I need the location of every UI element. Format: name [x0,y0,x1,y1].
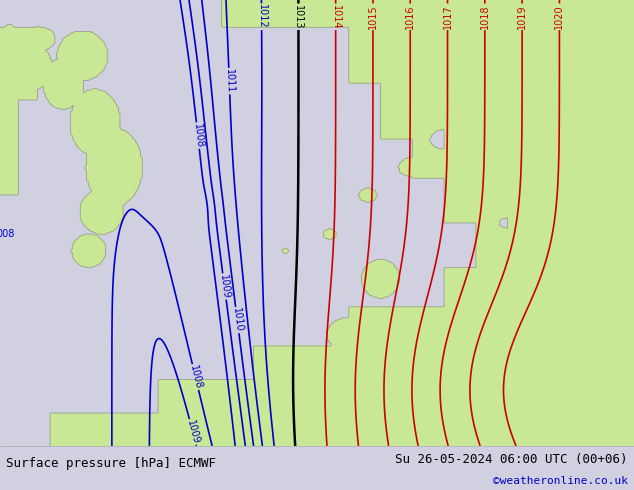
Text: 1009: 1009 [218,274,231,299]
Text: 1014: 1014 [331,4,340,29]
Text: Su 26-05-2024 06:00 UTC (00+06): Su 26-05-2024 06:00 UTC (00+06) [395,453,628,466]
Text: 1011: 1011 [224,69,235,94]
Text: 1018: 1018 [480,4,490,29]
Text: 1013: 1013 [294,4,304,29]
Text: 1019: 1019 [517,4,527,29]
Text: 1010: 1010 [231,307,243,333]
Text: 008: 008 [0,229,15,239]
Text: ©weatheronline.co.uk: ©weatheronline.co.uk [493,476,628,486]
Text: 1015: 1015 [368,4,378,29]
Text: 1012: 1012 [257,4,267,29]
Text: 1008: 1008 [191,123,204,148]
Text: 1020: 1020 [554,4,564,29]
Text: 1008: 1008 [188,364,203,390]
Text: 1017: 1017 [443,4,453,29]
Text: 1016: 1016 [405,4,415,29]
Text: 1009: 1009 [185,419,201,445]
Text: Surface pressure [hPa] ECMWF: Surface pressure [hPa] ECMWF [6,457,216,470]
